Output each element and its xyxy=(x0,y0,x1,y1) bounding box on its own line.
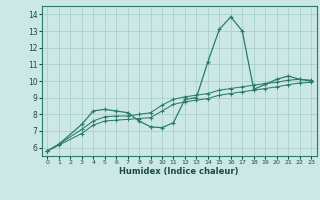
X-axis label: Humidex (Indice chaleur): Humidex (Indice chaleur) xyxy=(119,167,239,176)
